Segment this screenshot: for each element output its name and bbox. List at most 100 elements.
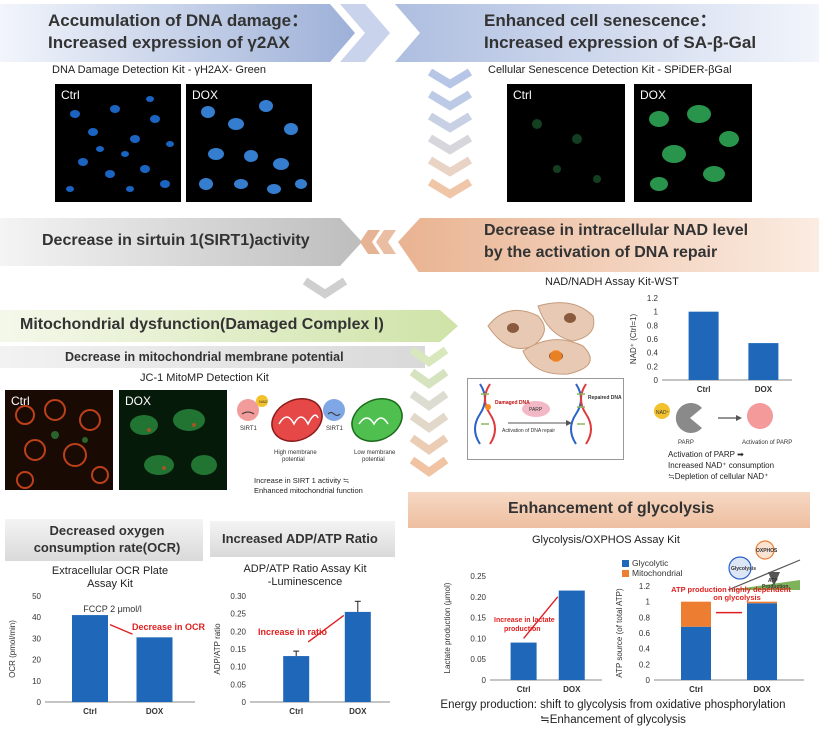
stacked-bar-mitochondrial bbox=[747, 601, 777, 604]
y-tick-label: 0.4 bbox=[647, 349, 659, 358]
nad-banner-line1: Decrease in intracellular NAD level bbox=[484, 222, 749, 239]
x-tick-label: Ctrl bbox=[689, 685, 703, 694]
y-tick-label: 0.6 bbox=[647, 335, 659, 344]
y-tick-label: 40 bbox=[32, 613, 41, 622]
atp-source-chart: 0 0.2 0.4 0.6 0.8 1 1.2 ATP source (of total AT… bbox=[615, 558, 804, 694]
y-tick-label: 1 bbox=[654, 308, 659, 317]
y-tick-label: 20 bbox=[32, 656, 41, 665]
stacked-bar-glycolytic bbox=[681, 626, 711, 680]
bar bbox=[283, 656, 310, 702]
y-tick-label: 0 bbox=[37, 698, 42, 707]
activation-parp-label: Activation of PARP bbox=[742, 440, 792, 446]
bar bbox=[136, 637, 173, 702]
y-tick-label: 10 bbox=[32, 677, 41, 686]
x-tick-label: DOX bbox=[146, 707, 164, 716]
low-membrane-line1: Low membrane bbox=[354, 450, 396, 456]
sen-ctrl-label: Ctrl bbox=[513, 88, 532, 102]
ocr-kit-line2: Assay Kit bbox=[87, 578, 133, 590]
nad-kit-label: NAD/NADH Assay Kit-WST bbox=[545, 276, 679, 288]
membrane-banner-bg bbox=[0, 346, 425, 368]
sen-ctrl-image: Ctrl bbox=[507, 84, 625, 202]
y-tick-label: 0 bbox=[482, 676, 487, 685]
atp-line1: ATP bbox=[768, 578, 778, 584]
y-axis-label: ATP source (of total ATP) bbox=[615, 588, 624, 678]
adp-kit-line1: ADP/ATP Ratio Assay Kit bbox=[243, 563, 367, 575]
sirt-nad-badge: NAD bbox=[259, 399, 268, 404]
y-tick-label: 0.8 bbox=[647, 321, 659, 330]
damaged-dna-label: Damaged DNA bbox=[495, 400, 530, 406]
dna-dox-label: DOX bbox=[192, 88, 219, 102]
y-tick-label: 0.30 bbox=[230, 592, 246, 601]
x-tick-label: DOX bbox=[753, 685, 771, 694]
energy-note-line1: Energy production: shift to glycolysis f… bbox=[440, 699, 786, 711]
y-tick-label: 0.20 bbox=[470, 593, 486, 602]
y-tick-label: 0.15 bbox=[470, 614, 486, 623]
bar bbox=[510, 642, 537, 680]
y-tick-label: 0.2 bbox=[639, 660, 651, 669]
ocr-decrease-note: Decrease in OCR bbox=[132, 622, 205, 632]
y-tick-label: 0.05 bbox=[470, 655, 486, 664]
y-tick-label: 0.05 bbox=[230, 680, 246, 689]
bar bbox=[72, 615, 108, 702]
ocr-header-line1: Decreased oxygen bbox=[49, 523, 165, 538]
glyco-kit-label: Glycolysis/OXPHOS Assay Kit bbox=[532, 534, 680, 546]
green-cells-pattern bbox=[130, 409, 217, 475]
middle-banner-graphics bbox=[0, 218, 819, 272]
parp-note-line1: Activation of PARP ➡ bbox=[668, 450, 744, 459]
mito-banner-graphic bbox=[0, 310, 458, 342]
bar bbox=[688, 311, 719, 380]
glycolysis-ball-label: Glycolysis bbox=[731, 566, 756, 572]
blue-nuclei-pattern bbox=[66, 96, 174, 192]
y-tick-label: 0.15 bbox=[230, 645, 246, 654]
top-banner-graphics bbox=[0, 4, 819, 62]
parp-label: PARP bbox=[529, 407, 543, 413]
sen-dox-image: DOX bbox=[634, 84, 752, 202]
x-tick-label: Ctrl bbox=[517, 685, 531, 694]
low-membrane-line2: potential bbox=[362, 457, 385, 463]
y-tick-label: 1.2 bbox=[639, 582, 651, 591]
parp-diagram: NAD⁺ PARP Activation of PARP bbox=[654, 403, 792, 446]
parp-note-line2: Increased NAD⁺ consumption bbox=[668, 461, 775, 470]
ocr-kit-line1: Extracellular OCR Plate bbox=[51, 565, 169, 577]
nad-chart: 0 0.2 0.4 0.6 0.8 1 1.2 NAD⁺ (Ctrl=1) Ctrl DOX bbox=[629, 294, 792, 394]
dna-repair-box: Damaged DNA PARP Activation of DNA repai… bbox=[467, 378, 624, 460]
down-chevrons-green bbox=[409, 346, 449, 477]
cells-illustration bbox=[487, 302, 595, 375]
y-tick-label: 50 bbox=[32, 592, 41, 601]
jc1-kit-label: JC-1 MitoMP Detection Kit bbox=[140, 372, 269, 384]
atp-line2: Production bbox=[762, 584, 788, 590]
nad-banner-line2: by the activation of DNA repair bbox=[484, 244, 718, 261]
stacked-bar-mitochondrial bbox=[681, 601, 711, 627]
legend-label-glycolytic: Glycolytic bbox=[632, 558, 669, 568]
jc1-dox-label: DOX bbox=[125, 394, 152, 408]
ocr-chart: 0 10 20 30 40 50 OCR (pmol/min) Ctrl DOX FCCP 2 μ… bbox=[8, 592, 205, 716]
sirt1-label-a: SIRT1 bbox=[240, 426, 258, 432]
green-faint-pattern bbox=[532, 119, 601, 183]
top-left-banner-line1: Accumulation of DNA damage： bbox=[48, 11, 309, 30]
sirt1-mito-diagram: NAD SIRT1 High membrane potential SIRT1 … bbox=[237, 395, 403, 463]
dna-kit-label: DNA Damage Detection Kit - γH2AX- Green bbox=[52, 64, 266, 76]
jc1-dox-image: DOX bbox=[119, 390, 227, 490]
high-membrane-line2: potential bbox=[282, 457, 305, 463]
glyco-oxphos-diagram: Glycolysis OXPHOS ATP Production bbox=[727, 540, 801, 591]
sirt1-banner: Decrease in sirtuin 1(SIRT1)activity bbox=[42, 232, 310, 249]
x-tick-label: DOX bbox=[755, 385, 773, 394]
y-tick-label: 0.20 bbox=[230, 627, 246, 636]
y-tick-label: 0.2 bbox=[647, 362, 659, 371]
y-tick-label: 1 bbox=[646, 598, 651, 607]
x-tick-label: Ctrl bbox=[697, 385, 711, 394]
y-axis-label: OCR (pmol/min) bbox=[8, 620, 17, 678]
ocr-arrow bbox=[109, 623, 133, 635]
legend-swatch-glycolytic bbox=[622, 560, 629, 567]
fccp-annotation: FCCP 2 μmol/l bbox=[83, 604, 142, 614]
y-axis-label: ADP/ATP ratio bbox=[213, 623, 222, 675]
membrane-banner: Decrease in mitochondrial membrane poten… bbox=[65, 350, 344, 364]
blue-nuclei-pattern bbox=[199, 100, 307, 194]
top-left-banner-line2: Increased expression of γ2AX bbox=[48, 33, 290, 52]
energy-note-line2: ≒Enhancement of glycolysis bbox=[540, 714, 686, 726]
nad-label: NAD⁺ bbox=[656, 410, 670, 416]
lactate-note-line1: Increase in lactate bbox=[494, 617, 555, 624]
x-tick-label: Ctrl bbox=[83, 707, 97, 716]
x-tick-label: DOX bbox=[563, 685, 581, 694]
lactate-arrow bbox=[523, 596, 559, 639]
